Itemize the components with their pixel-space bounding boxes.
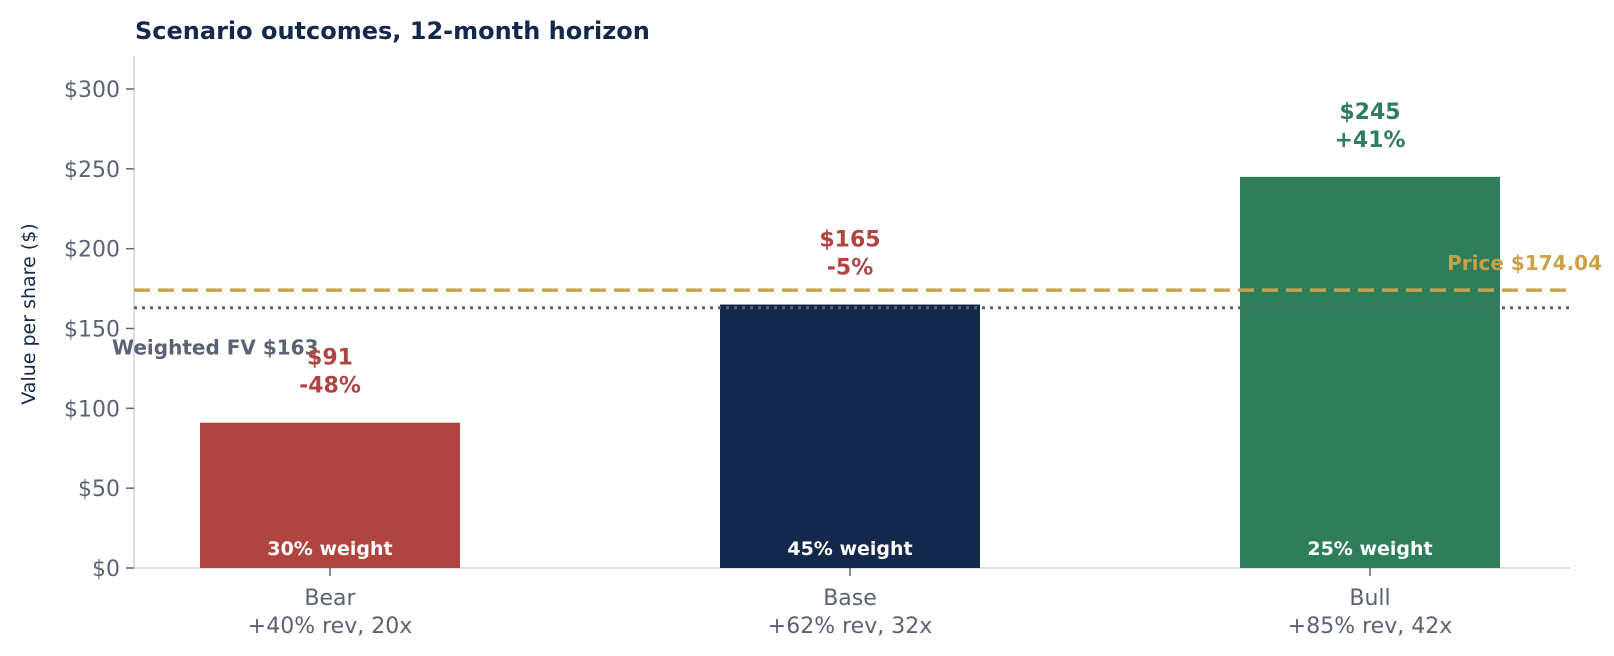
bar bbox=[720, 304, 980, 568]
bars bbox=[200, 176, 1500, 569]
reference-lines: Price $174.04 Weighted FV $163 bbox=[112, 251, 1602, 360]
price-line-label: Price $174.04 bbox=[1447, 251, 1602, 275]
x-ticks: Bear +40% rev, 20x Base +62% rev, 32x Bull +8… bbox=[248, 568, 1452, 639]
value-label: $91 bbox=[307, 346, 353, 371]
x-tick-label: Bear bbox=[304, 586, 356, 611]
weight-label: 25% weight bbox=[1307, 538, 1432, 560]
y-ticks: $0 $50 $100 $150 $200 $250 $300 bbox=[64, 78, 134, 582]
bar bbox=[200, 422, 460, 568]
y-tick-label: $0 bbox=[92, 557, 120, 582]
x-tick-sublabel: +40% rev, 20x bbox=[248, 614, 412, 639]
y-tick-label: $150 bbox=[64, 318, 120, 343]
x-tick-label: Bull bbox=[1349, 586, 1390, 611]
weight-label: 45% weight bbox=[787, 538, 912, 560]
y-tick-label: $300 bbox=[64, 78, 120, 103]
value-label: $245 bbox=[1339, 100, 1400, 125]
y-axis-label: Value per share ($) bbox=[18, 223, 40, 404]
bar-labels: $91 -48% 30% weight $165 -5% 45% weight $245 +4… bbox=[267, 100, 1432, 560]
value-label: $165 bbox=[819, 228, 880, 253]
bar bbox=[1240, 176, 1500, 569]
change-label: +41% bbox=[1334, 128, 1405, 153]
change-label: -48% bbox=[299, 374, 361, 399]
y-tick-label: $100 bbox=[64, 397, 120, 422]
y-tick-label: $250 bbox=[64, 158, 120, 183]
x-tick-label: Base bbox=[823, 586, 877, 611]
y-tick-label: $50 bbox=[78, 477, 120, 502]
weight-label: 30% weight bbox=[267, 538, 392, 560]
y-tick-label: $200 bbox=[64, 238, 120, 263]
change-label: -5% bbox=[827, 256, 873, 281]
chart-title: Scenario outcomes, 12-month horizon bbox=[135, 17, 650, 45]
x-tick-sublabel: +62% rev, 32x bbox=[768, 614, 932, 639]
x-tick-sublabel: +85% rev, 42x bbox=[1288, 614, 1452, 639]
weighted-fv-label: Weighted FV $163 bbox=[112, 336, 319, 360]
